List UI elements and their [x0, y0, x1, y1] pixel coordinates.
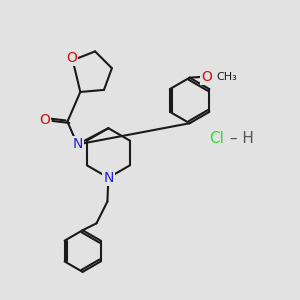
Text: O: O	[39, 113, 50, 127]
Text: N: N	[72, 137, 82, 152]
Text: O: O	[201, 70, 212, 84]
Text: O: O	[66, 51, 77, 65]
Text: Cl: Cl	[209, 130, 224, 146]
Text: N: N	[103, 171, 114, 185]
Text: CH₃: CH₃	[216, 72, 237, 82]
Text: – H: – H	[225, 130, 254, 146]
